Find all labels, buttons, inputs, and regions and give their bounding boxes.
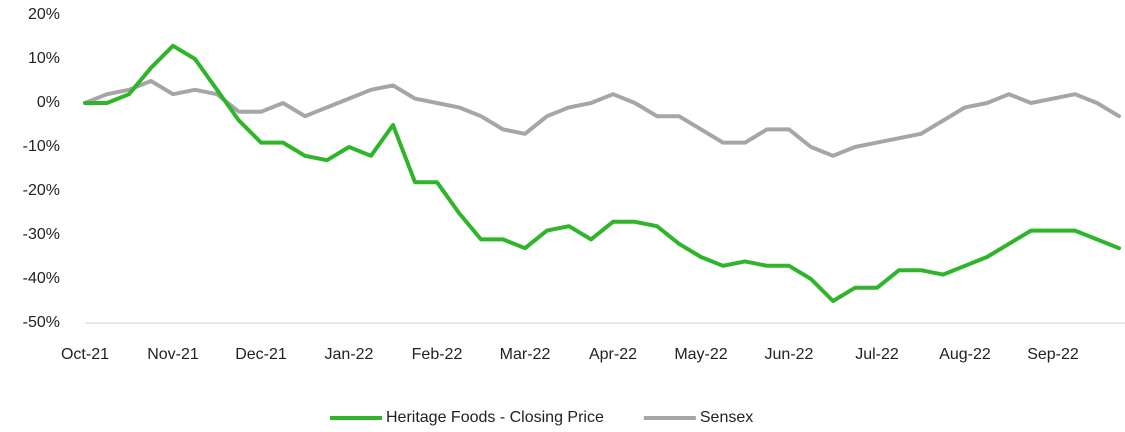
legend-label: Heritage Foods - Closing Price xyxy=(386,409,604,426)
x-tick-label: Feb-22 xyxy=(412,346,463,363)
y-tick-label: -20% xyxy=(23,182,60,199)
x-tick-label: Jun-22 xyxy=(765,346,814,363)
x-tick-label: Jan-22 xyxy=(325,346,374,363)
y-tick-label: -40% xyxy=(23,270,60,287)
y-tick-label: 0% xyxy=(37,94,60,111)
x-tick-label: Aug-22 xyxy=(939,346,991,363)
x-tick-label: May-22 xyxy=(674,346,727,363)
x-tick-label: Dec-21 xyxy=(235,346,287,363)
x-tick-label: Mar-22 xyxy=(500,346,551,363)
x-tick-label: Oct-21 xyxy=(61,346,109,363)
series-line xyxy=(83,79,1121,158)
y-tick-label: -50% xyxy=(23,314,60,331)
x-tick-label: Apr-22 xyxy=(589,346,637,363)
series-line xyxy=(83,43,1121,303)
x-tick-label: Sep-22 xyxy=(1027,346,1079,363)
y-tick-label: 20% xyxy=(28,6,60,23)
y-tick-label: -30% xyxy=(23,226,60,243)
y-tick-label: 10% xyxy=(28,50,60,67)
legend-label: Sensex xyxy=(700,409,753,426)
x-tick-label: Nov-21 xyxy=(147,346,199,363)
x-tick-label: Jul-22 xyxy=(855,346,899,363)
y-tick-label: -10% xyxy=(23,138,60,155)
